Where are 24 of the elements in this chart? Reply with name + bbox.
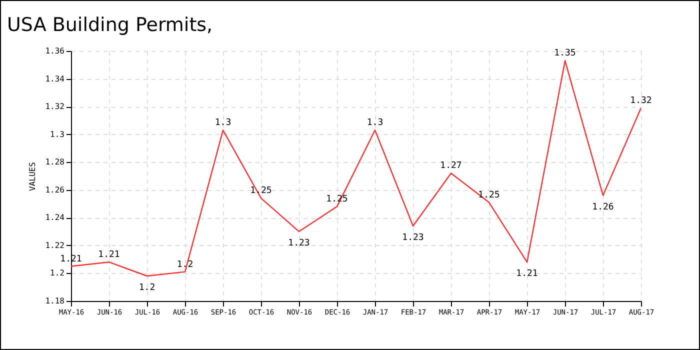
y-tick-label: 1.3: [50, 130, 65, 139]
y-tick-label: 1.26: [45, 185, 65, 194]
data-label: 1.3: [366, 118, 384, 128]
y-tick-label: 1.2: [50, 268, 65, 278]
y-tick-label: 1.28: [45, 158, 65, 167]
y-axis-title: VALUES: [28, 162, 38, 191]
data-label: 1.2: [138, 283, 156, 293]
y-tick-label: 1.34: [45, 74, 65, 84]
y-tick-label: 1.24: [45, 213, 65, 222]
data-label: 1.25: [478, 190, 500, 200]
data-label: 1.35: [554, 48, 576, 59]
data-label: 1.21: [516, 269, 538, 280]
y-tick-label: 1.18: [45, 296, 65, 306]
y-tick-label: 1.32: [45, 102, 65, 112]
data-label: 1.23: [288, 238, 310, 249]
data-label: 1.3: [214, 118, 232, 128]
data-label: 1.32: [630, 96, 652, 106]
data-label: 1.23: [402, 233, 424, 243]
y-tick-label: 1.22: [45, 240, 65, 250]
y-tick-label: 1.36: [45, 46, 65, 56]
chart-title: USA Building Permits,: [7, 14, 213, 36]
data-label: 1.21: [98, 250, 120, 260]
data-label: 1.27: [440, 161, 462, 172]
data-label: 1.26: [592, 202, 614, 212]
